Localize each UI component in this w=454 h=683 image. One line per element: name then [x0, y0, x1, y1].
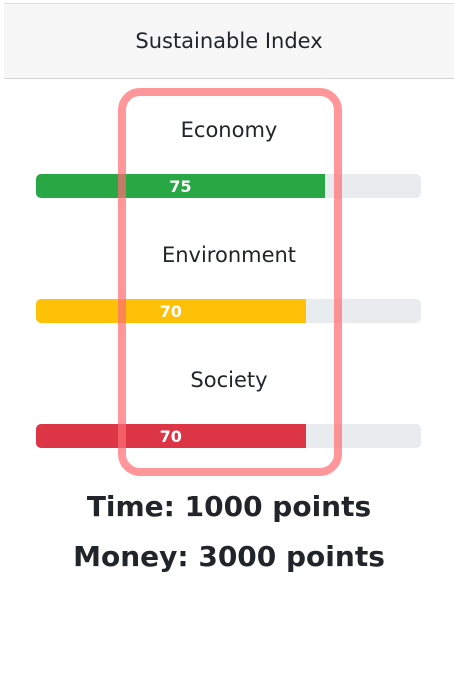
header-title: Sustainable Index [135, 29, 323, 53]
highlight-overlay [118, 88, 342, 476]
society-progress-bar: 70 [36, 424, 306, 448]
time-points: Time: 1000 points [86, 490, 372, 523]
society-label: Society [190, 368, 268, 392]
economy-progress-track: 75 [36, 174, 421, 198]
money-points: Money: 3000 points [73, 540, 385, 573]
app-header: Sustainable Index [4, 3, 454, 79]
economy-progress-bar: 75 [36, 174, 325, 198]
society-progress-value: 70 [159, 426, 182, 446]
environment-progress-bar: 70 [36, 299, 306, 323]
society-progress-track: 70 [36, 424, 421, 448]
environment-label: Environment [161, 243, 297, 267]
environment-progress-track: 70 [36, 299, 421, 323]
economy-label: Economy [180, 118, 278, 142]
environment-progress-value: 70 [159, 301, 182, 321]
economy-progress-value: 75 [169, 176, 192, 196]
